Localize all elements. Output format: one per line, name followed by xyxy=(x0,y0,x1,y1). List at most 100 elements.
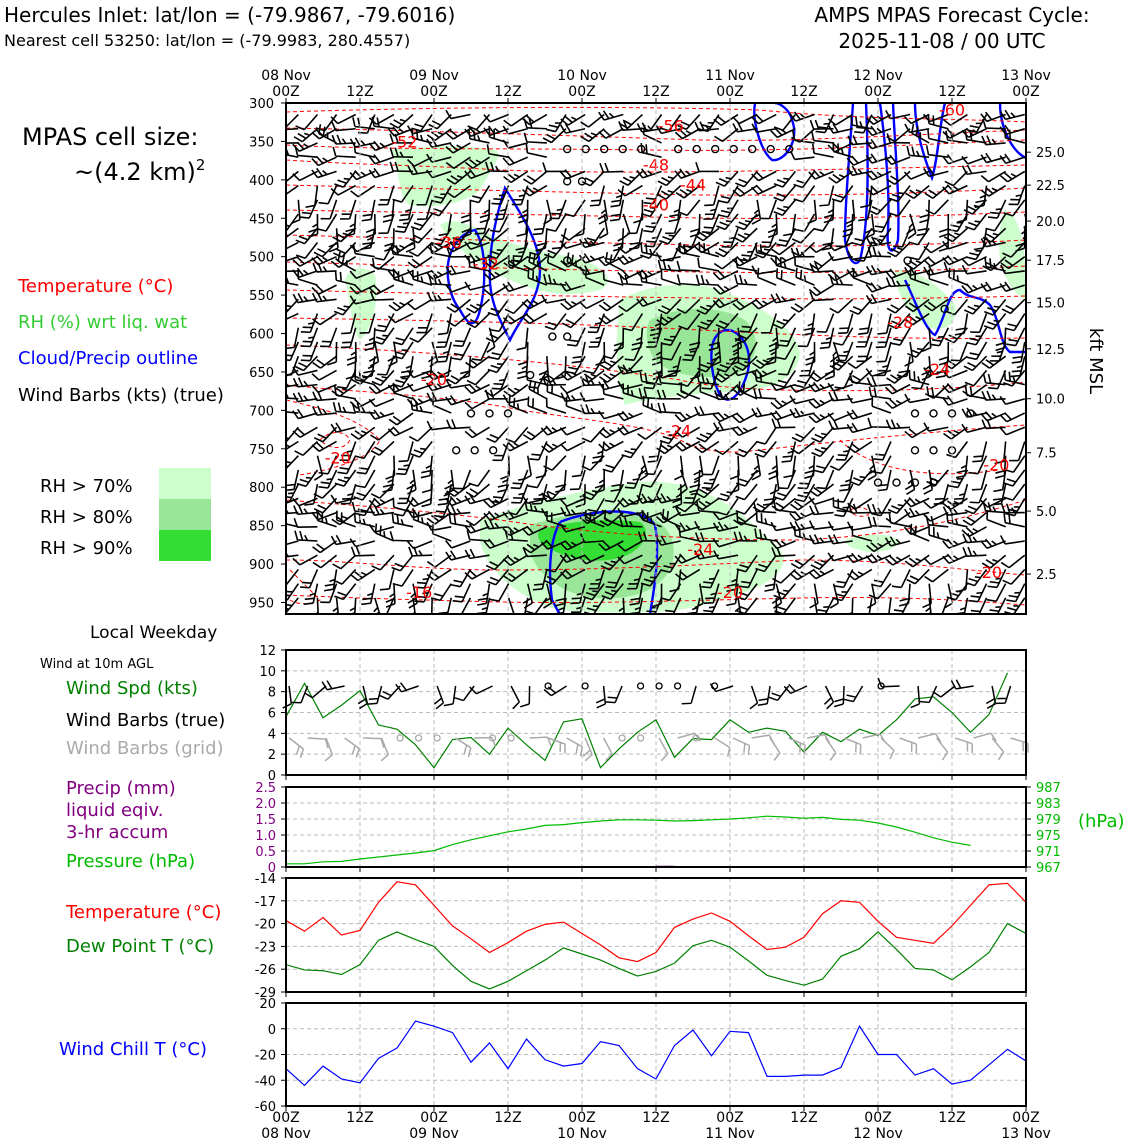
wind-barb xyxy=(954,313,969,336)
wind-barb xyxy=(445,504,471,516)
wind-barb xyxy=(816,469,835,490)
wind-barb xyxy=(543,455,567,471)
wind-barb xyxy=(466,530,490,542)
wind-barb xyxy=(678,313,701,331)
wind-barb xyxy=(465,511,491,527)
wind-barb xyxy=(367,685,383,705)
wind-barb xyxy=(359,313,376,334)
wind-barb xyxy=(955,597,969,614)
wind-barb xyxy=(808,568,834,580)
wind-barb xyxy=(933,483,950,505)
wind-barb xyxy=(389,133,414,144)
wind-barb xyxy=(372,327,395,345)
wind-barb xyxy=(545,397,567,414)
height-tick-label: 20.0 xyxy=(1036,215,1065,230)
wind-barb xyxy=(788,737,806,755)
time-label: 12Z xyxy=(346,84,373,100)
wind-barb xyxy=(332,146,356,158)
value-tick-label: -20 xyxy=(255,918,276,933)
wind-barb xyxy=(410,400,433,414)
wind-barb xyxy=(543,483,567,500)
isotherm-label: -16 xyxy=(406,583,432,602)
wind-barb xyxy=(875,355,892,377)
wind-barb xyxy=(547,737,566,754)
wind-barb xyxy=(350,546,375,557)
wind-barb xyxy=(464,398,490,410)
isotherm-labels: -52-56-60-48-44-40-36-32-28-24-24-20-20-… xyxy=(325,103,1010,602)
wind-barb xyxy=(726,583,739,607)
wind-barb xyxy=(776,227,797,247)
wind-barb xyxy=(829,298,854,314)
wind-barb xyxy=(313,455,324,481)
wind-barb xyxy=(619,516,643,528)
calm-marker xyxy=(947,409,957,418)
wind-barb xyxy=(750,199,762,225)
wind-barb xyxy=(292,377,318,388)
wind-barb xyxy=(435,327,453,348)
wind-barb xyxy=(847,355,873,369)
wind-barb xyxy=(680,382,701,400)
wind-barb xyxy=(567,327,586,347)
height-tick-label: 22.5 xyxy=(1036,179,1065,194)
wind-barb xyxy=(837,313,854,335)
wind-barb xyxy=(297,269,318,286)
wind-barb xyxy=(966,327,988,346)
wind-barb xyxy=(712,511,739,521)
wind-barb xyxy=(294,530,318,542)
wind-barb xyxy=(833,327,854,346)
calm-marker xyxy=(692,144,701,154)
wind-barb xyxy=(981,135,1006,146)
wind-barb xyxy=(925,515,949,528)
wind-barb xyxy=(350,184,376,198)
wind-barb xyxy=(1008,185,1026,206)
wind-barb xyxy=(286,552,299,558)
wind-barb xyxy=(665,213,682,235)
wind-barb xyxy=(474,736,496,747)
wind-barb xyxy=(617,364,643,375)
wind-barb xyxy=(579,265,605,276)
wind-barb xyxy=(311,292,337,303)
wind-barb xyxy=(695,162,719,173)
wind-barb xyxy=(425,169,452,179)
isotherm-36 xyxy=(286,261,1026,274)
value-tick-label: 10 xyxy=(259,665,276,680)
forecast-cycle-date: 2025-11-08 / 00 UTC xyxy=(838,29,1045,53)
height-tick-label: 2.5 xyxy=(1036,568,1057,583)
wind-barb xyxy=(640,568,663,587)
wind-barb xyxy=(835,441,854,461)
wind-barb xyxy=(866,455,877,481)
wind-barb xyxy=(904,393,930,404)
wind-barb xyxy=(503,170,529,184)
dewpoint-line xyxy=(286,922,1026,990)
wind-barb xyxy=(904,298,930,313)
wind-barb xyxy=(656,389,681,400)
wind-barb xyxy=(697,313,720,330)
wind-barb xyxy=(344,737,360,758)
wind-barb xyxy=(575,484,586,508)
wind-barb xyxy=(526,242,548,260)
wind-barb xyxy=(549,199,567,220)
wind-barb xyxy=(368,383,395,395)
wind-barb xyxy=(657,298,682,315)
wind-barb xyxy=(651,341,663,366)
wind-barb xyxy=(697,257,720,272)
wind-barb xyxy=(967,114,988,133)
calm-marker xyxy=(563,256,572,265)
wind-barb xyxy=(923,365,949,377)
rh70-region-right xyxy=(895,269,956,329)
wind-barb xyxy=(965,568,988,587)
wind-barb xyxy=(885,554,911,566)
wind-barb xyxy=(379,569,395,591)
wind-barb xyxy=(353,143,375,158)
wind-barb xyxy=(877,313,892,335)
wind-barb xyxy=(368,140,395,152)
wind-barb xyxy=(843,685,864,703)
wind-barb xyxy=(522,547,547,558)
wind-barb xyxy=(369,290,394,301)
wind-barb xyxy=(453,327,472,348)
wind-barb xyxy=(974,185,988,209)
wind-barb xyxy=(407,298,433,311)
wind-barb xyxy=(755,426,777,445)
wind-barb xyxy=(569,469,586,491)
